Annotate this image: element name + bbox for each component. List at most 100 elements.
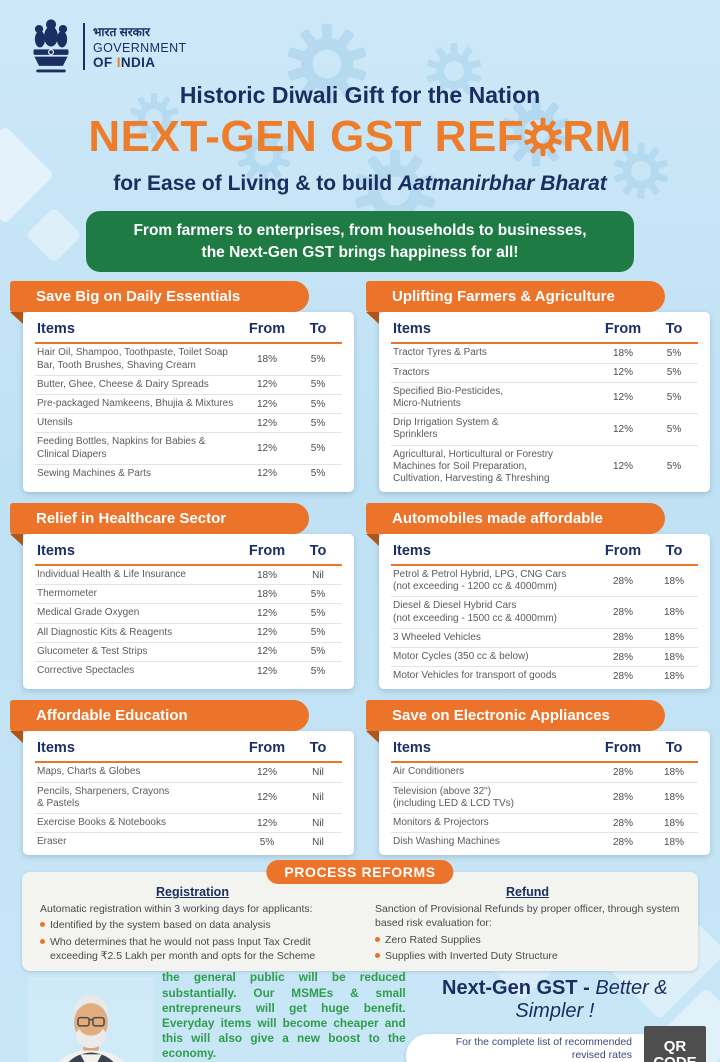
table-row: Pre-packaged Namkeens, Bhujia & Mixtures…	[35, 395, 342, 415]
rates-table: Items From To Individual Health & Life I…	[23, 534, 354, 690]
from-rate: 12%	[256, 646, 277, 658]
table-row: All Diagnostic Kits & Reagents 12% 5%	[35, 624, 342, 643]
section-automobiles: Automobiles made affordable Items From T…	[366, 503, 710, 690]
section-education: Affordable Education Items From To Maps,…	[10, 700, 354, 856]
rate-tables-grid: Save Big on Daily Essentials Items From …	[0, 272, 720, 856]
section-title: Uplifting Farmers & Agriculture	[392, 288, 615, 306]
from-rate: 18%	[256, 569, 277, 581]
from-rate: 12%	[256, 627, 277, 639]
from-rate: 28%	[612, 792, 633, 804]
item-name: Medical Grade Oxygen	[37, 607, 140, 619]
section-title-ribbon: Save on Electronic Appliances	[366, 700, 665, 744]
from-rate: 12%	[256, 379, 277, 391]
bullet-item: Who determines that he would not pass In…	[40, 935, 345, 963]
item-name: 3 Wheeled Vehicles	[393, 631, 481, 643]
item-name: Maps, Charts & Globes	[37, 766, 141, 778]
scan-pill: For the complete list of recommended rev…	[405, 1026, 706, 1062]
bullet-dot-icon	[375, 952, 380, 958]
item-name: Pencils, Sharpeners, Crayons & Pastels	[37, 785, 170, 809]
item-name: Tractors	[393, 366, 430, 378]
item-name: Thermometer	[37, 588, 98, 600]
india-emblem-icon	[33, 19, 69, 73]
item-name: Feeding Bottles, Napkins for Babies & Cl…	[37, 436, 206, 460]
item-name: Dish Washing Machines	[393, 836, 500, 848]
rates-table: Items From To Petrol & Petrol Hybrid, LP…	[379, 534, 710, 690]
to-rate: Nil	[312, 766, 324, 778]
table-row: Motor Cycles (350 cc & below) 28% 18%	[391, 648, 698, 668]
to-rate: 5%	[310, 608, 326, 620]
table-row: Eraser 5% Nil	[35, 833, 342, 851]
goi-government-text: GOVERNMENT	[93, 41, 187, 55]
to-rate: 18%	[663, 836, 684, 848]
section-title-ribbon: Affordable Education	[10, 700, 309, 744]
goi-ofindia-text: OF INDIA	[93, 55, 156, 70]
section-title-ribbon: Uplifting Farmers & Agriculture	[366, 281, 665, 325]
item-name: Drip Irrigation System & Sprinklers	[393, 417, 499, 441]
header-subtitle: for Ease of Living & to build Aatmanirbh…	[113, 172, 607, 195]
from-rate: 12%	[612, 367, 633, 379]
section-daily-essentials: Save Big on Daily Essentials Items From …	[10, 281, 354, 493]
to-rate: 5%	[310, 398, 326, 410]
item-name: Exercise Books & Notebooks	[37, 816, 166, 828]
from-rate: 12%	[256, 608, 277, 620]
from-rate: 28%	[612, 651, 633, 663]
col-items: Items	[37, 543, 75, 560]
rates-table: Items From To Hair Oil, Shampoo, Toothpa…	[23, 312, 354, 493]
table-header-row: Items From To	[35, 541, 342, 567]
footer-tagline: Next-Gen GST - Better & Simpler !	[442, 977, 668, 1022]
to-rate: 5%	[666, 461, 682, 473]
item-name: Agricultural, Horticultural or Forestry …	[393, 448, 554, 484]
to-rate: 18%	[663, 817, 684, 829]
table-row: Petrol & Petrol Hybrid, LPG, CNG Cars (n…	[391, 566, 698, 598]
item-name: Utensils	[37, 417, 73, 429]
item-name: Air Conditioners	[393, 766, 465, 778]
from-rate: 5%	[259, 836, 275, 848]
col-to: To	[665, 321, 683, 338]
from-rate: 28%	[612, 836, 633, 848]
registration-intro: Automatic registration within 3 working …	[40, 903, 313, 916]
from-rate: 12%	[256, 817, 277, 829]
bullet-item: Identified by the system based on data a…	[40, 918, 345, 932]
item-name: Glucometer & Test Strips	[37, 645, 148, 657]
scan-instruction: For the complete list of recommended rev…	[455, 1035, 632, 1062]
item-name: Motor Vehicles for transport of goods	[393, 670, 557, 682]
to-rate: 5%	[310, 646, 326, 658]
section-title: Automobiles made affordable	[392, 510, 603, 528]
item-name: Diesel & Diesel Hybrid Cars (not exceedi…	[393, 600, 557, 624]
to-rate: Nil	[312, 836, 324, 848]
table-row: Pencils, Sharpeners, Crayons & Pastels 12…	[35, 783, 342, 814]
table-row: Monitors & Projectors 28% 18%	[391, 814, 698, 834]
registration-column: Registration Automatic registration with…	[40, 885, 345, 963]
poster-footer: “ The next generation of GST reforms are…	[0, 902, 720, 1062]
from-rate: 28%	[612, 575, 633, 587]
item-name: Eraser	[37, 836, 67, 848]
section-title-ribbon: Save Big on Daily Essentials	[10, 281, 309, 325]
bullet-item: Supplies with Inverted Duty Structure	[375, 949, 680, 963]
item-name: Pre-packaged Namkeens, Bhujia & Mixtures	[37, 397, 234, 409]
from-rate: 28%	[612, 632, 633, 644]
bullet-dot-icon	[40, 938, 45, 944]
item-name: Tractor Tyres & Parts	[393, 347, 487, 359]
table-row: Specified Bio-Pesticides, Micro-Nutrient…	[391, 383, 698, 415]
col-to: To	[665, 543, 683, 560]
refund-column: Refund Sanction of Provisional Refunds b…	[375, 885, 680, 963]
from-rate: 28%	[612, 670, 633, 682]
from-rate: 12%	[256, 398, 277, 410]
table-row: Butter, Ghee, Cheese & Dairy Spreads 12% 5…	[35, 376, 342, 395]
table-row: Dish Washing Machines 28% 18%	[391, 833, 698, 851]
green-banner: From farmers to enterprises, from househ…	[86, 211, 634, 273]
bullet-dot-icon	[375, 936, 380, 942]
qr-code: QR CODE	[644, 1026, 706, 1062]
table-row: Agricultural, Horticultural or Forestry …	[391, 446, 698, 489]
table-header-row: Items From To	[391, 541, 698, 567]
item-name: Monitors & Projectors	[393, 816, 489, 828]
from-rate: 18%	[612, 347, 633, 359]
from-rate: 28%	[612, 766, 633, 778]
from-rate: 28%	[612, 817, 633, 829]
col-to: To	[665, 740, 683, 757]
to-rate: 5%	[310, 665, 326, 677]
to-rate: 5%	[666, 347, 682, 359]
to-rate: 5%	[666, 423, 682, 435]
col-from: From	[604, 740, 642, 757]
table-row: Utensils 12% 5%	[35, 414, 342, 434]
